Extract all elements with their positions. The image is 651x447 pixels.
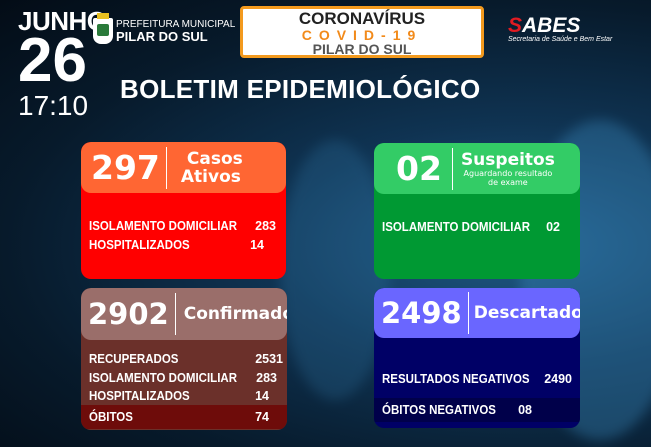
stat-label: ISOLAMENTO DOMICILIAR bbox=[89, 371, 238, 385]
city-name: PILAR DO SUL bbox=[116, 28, 208, 44]
stat-row: ISOLAMENTO DOMICILIAR 283 bbox=[81, 217, 286, 236]
card-casos-ativos: 297 Casos Ativos ISOLAMENTO DOMICILIAR 283… bbox=[81, 142, 286, 279]
date-time: 17:10 bbox=[18, 90, 89, 121]
sabes-subtitle: Secretaria de Saúde e Bem Estar bbox=[508, 36, 613, 43]
stat-label: ISOLAMENTO DOMICILIAR bbox=[89, 219, 238, 233]
sabes-name: ABES bbox=[522, 14, 581, 37]
suspeitos-count: 02 bbox=[374, 147, 453, 190]
stat-row: RECUPERADOS 2531 bbox=[81, 350, 287, 369]
stat-label: HOSPITALIZADOS bbox=[89, 389, 190, 403]
card-header: 2902 Confirmados bbox=[81, 288, 287, 340]
stat-row: ISOLAMENTO DOMICILIAR 02 bbox=[374, 218, 580, 236]
stat-value: 2490 bbox=[544, 372, 572, 386]
stat-label: ÓBITOS bbox=[89, 410, 133, 424]
descartados-count: 2498 bbox=[374, 292, 469, 334]
suspeitos-sub: Aguardando resultado bbox=[463, 168, 553, 178]
card-confirmados: 2902 Confirmados RECUPERADOS 2531 ISOLAME… bbox=[81, 288, 287, 430]
stat-label: RECUPERADOS bbox=[89, 352, 179, 366]
stat-label: RESULTADOS NEGATIVOS bbox=[382, 372, 530, 386]
stat-value: 2531 bbox=[255, 352, 283, 366]
stat-value: 14 bbox=[250, 238, 264, 252]
date-month: JUNHO bbox=[18, 6, 107, 36]
stat-row: HOSPITALIZADOS 14 bbox=[81, 387, 287, 405]
stat-value: 08 bbox=[518, 403, 532, 417]
city-crest-icon bbox=[93, 13, 113, 44]
confirmados-label: Confirmados bbox=[183, 304, 287, 324]
stat-value: 283 bbox=[256, 371, 277, 385]
descartados-label: Descartados bbox=[473, 303, 580, 323]
stat-label: ISOLAMENTO DOMICILIAR bbox=[382, 220, 531, 234]
stat-value: 02 bbox=[546, 220, 560, 234]
obitos-row: ÓBITOS 74 bbox=[81, 405, 287, 429]
card-suspeitos: 02 Suspeitos Aguardando resultado de exa… bbox=[374, 143, 580, 279]
stat-label: HOSPITALIZADOS bbox=[89, 238, 190, 252]
ativos-label: Casos bbox=[186, 148, 243, 169]
sabes-prefix: S bbox=[508, 14, 523, 37]
stat-row: ISOLAMENTO DOMICILIAR 283 bbox=[81, 369, 287, 387]
stat-row: HOSPITALIZADOS 14 bbox=[81, 236, 286, 255]
ativos-label: Ativos bbox=[180, 166, 241, 187]
card-header: 2498 Descartados bbox=[374, 288, 580, 338]
card-descartados: 2498 Descartados RESULTADOS NEGATIVOS 249… bbox=[374, 288, 580, 428]
banner-covid: COVID-19 bbox=[301, 27, 423, 43]
banner-title: CORONAVÍRUS bbox=[298, 9, 426, 28]
stat-row: RESULTADOS NEGATIVOS 2490 bbox=[374, 370, 580, 388]
prefeitura-label: PREFEITURA MUNICIPAL bbox=[116, 18, 236, 30]
suspeitos-sub: de exame bbox=[488, 177, 528, 187]
confirmados-count: 2902 bbox=[81, 293, 176, 335]
sabes-logo: SABES Secretaria de Saúde e Bem Estar bbox=[508, 14, 613, 43]
banner-city: PILAR DO SUL bbox=[312, 41, 412, 57]
stat-value: 14 bbox=[255, 389, 269, 403]
covid-banner: CORONAVÍRUS COVID-19 PILAR DO SUL bbox=[240, 6, 484, 58]
card-header: 02 Suspeitos Aguardando resultado de exa… bbox=[374, 143, 580, 194]
stat-value: 74 bbox=[255, 410, 269, 424]
date-day: 26 bbox=[18, 26, 87, 95]
ativos-count: 297 bbox=[81, 146, 167, 189]
stat-label: ÓBITOS NEGATIVOS bbox=[382, 403, 496, 417]
card-header: 297 Casos Ativos bbox=[81, 142, 286, 193]
suspeitos-label: Suspeitos bbox=[460, 149, 555, 170]
virus-background bbox=[280, 140, 390, 400]
page-title: BOLETIM EPIDEMIOLÓGICO bbox=[120, 74, 481, 104]
prefeitura-logo: PREFEITURA MUNICIPAL PILAR DO SUL bbox=[93, 13, 236, 44]
stat-row: ÓBITOS NEGATIVOS 08 bbox=[374, 398, 580, 422]
stat-value: 283 bbox=[255, 219, 276, 233]
